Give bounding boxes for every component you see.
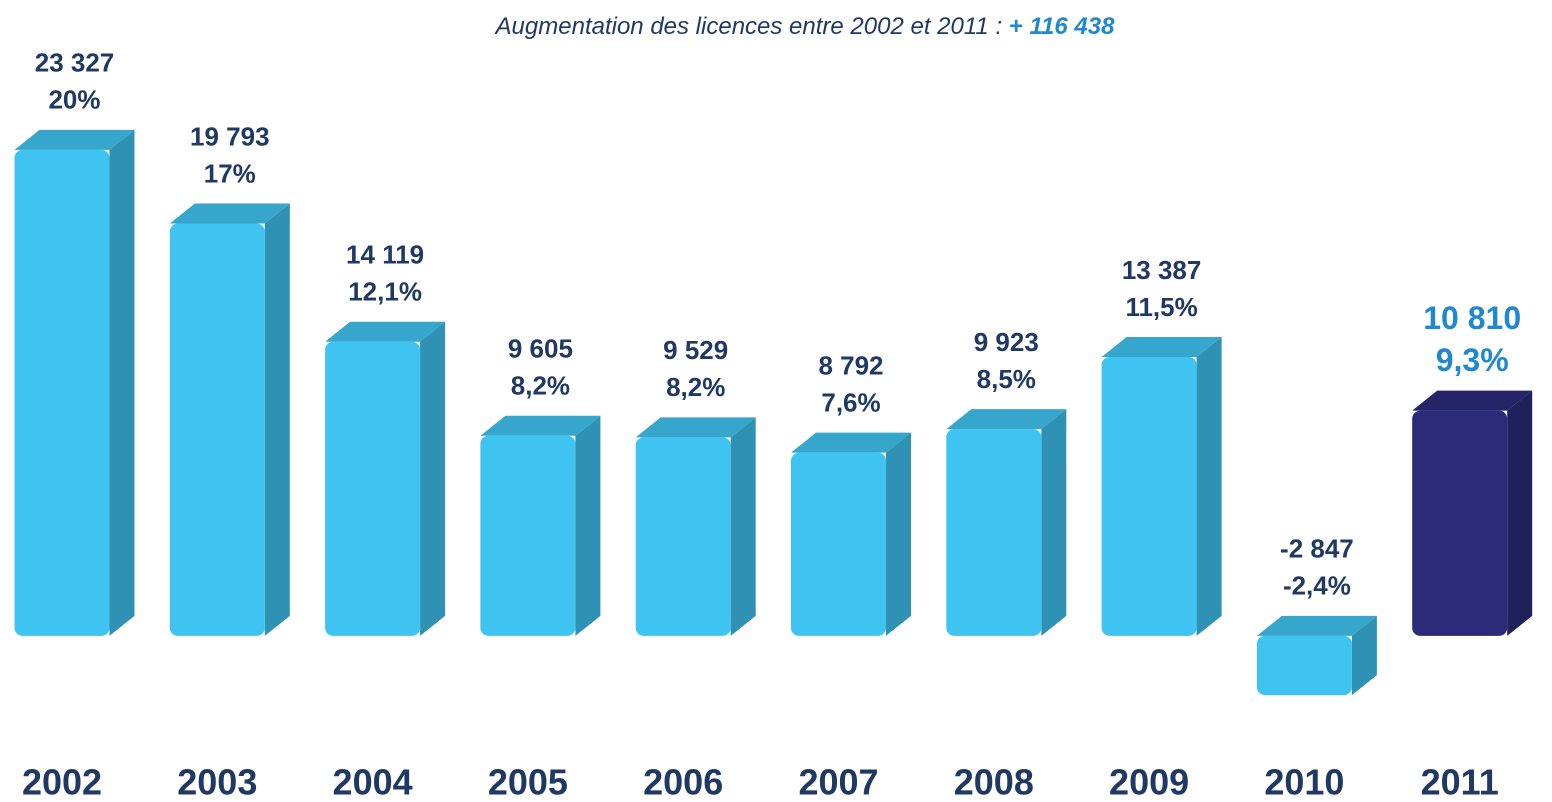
bar-side [264, 203, 290, 636]
x-tick-label: 2008 [954, 762, 1034, 802]
value-label: 7,6% [821, 388, 880, 418]
value-label: 12,1% [348, 277, 422, 307]
bar [480, 435, 576, 636]
bar [635, 437, 731, 636]
value-label: 20% [48, 85, 100, 115]
bar-side [1507, 390, 1533, 636]
bar [169, 223, 265, 636]
bar-top [325, 321, 446, 342]
value-label: 23 327 [35, 48, 115, 78]
bar-top [1256, 615, 1377, 636]
bar [946, 429, 1042, 636]
bar-top [480, 415, 601, 436]
bar [1412, 410, 1508, 636]
value-label: 8 792 [818, 351, 883, 381]
value-label: 9 529 [663, 335, 728, 365]
value-label: 8,5% [977, 364, 1036, 394]
x-tick-label: 2004 [333, 762, 413, 802]
bar-top [1101, 336, 1222, 357]
bar-side [1351, 615, 1377, 696]
value-label: 14 119 [346, 240, 424, 270]
x-tick-label: 2007 [798, 762, 878, 802]
value-label: 9 605 [508, 334, 573, 364]
value-label: 19 793 [190, 121, 270, 151]
bar-top [1412, 390, 1533, 411]
bar-side [575, 415, 601, 636]
x-tick-label: 2010 [1264, 762, 1344, 802]
value-label: 9 923 [974, 327, 1039, 357]
bar-side [886, 432, 911, 636]
bar [1256, 635, 1352, 696]
bar-top [14, 129, 135, 150]
value-label: -2 847 [1280, 534, 1354, 564]
bar-side [109, 129, 135, 636]
value-label: 11,5% [1125, 292, 1197, 322]
x-tick-label: 2009 [1109, 762, 1189, 802]
value-label: 8,2% [511, 371, 570, 401]
bar-side [1041, 409, 1067, 636]
bar [325, 341, 421, 636]
bar-top [635, 417, 756, 438]
x-tick-label: 2002 [22, 762, 102, 802]
bar-top [946, 409, 1067, 430]
value-label: 17% [204, 158, 256, 188]
value-label: 13 387 [1122, 255, 1202, 285]
value-label: 8,2% [666, 372, 725, 402]
bar [791, 452, 886, 636]
bar-top [791, 432, 911, 453]
bar-side [420, 321, 446, 636]
x-tick-label: 2006 [643, 762, 723, 802]
chart-title: Augmentation des licences entre 2002 et … [494, 13, 1116, 40]
value-label: -2,4% [1283, 571, 1351, 601]
value-label: 9,3% [1436, 342, 1509, 378]
x-tick-label: 2005 [488, 762, 568, 802]
x-tick-label: 2003 [177, 762, 257, 802]
bar [14, 149, 110, 636]
title-highlight: + 116 438 [1009, 13, 1115, 40]
bar-side [730, 417, 756, 636]
x-tick-label: 2011 [1421, 762, 1499, 802]
value-label: 10 810 [1423, 300, 1521, 336]
title-text: Augmentation des licences entre 2002 et … [494, 13, 1003, 40]
bar [1101, 356, 1197, 636]
bar-top [169, 203, 290, 224]
bar-side [1196, 336, 1222, 636]
